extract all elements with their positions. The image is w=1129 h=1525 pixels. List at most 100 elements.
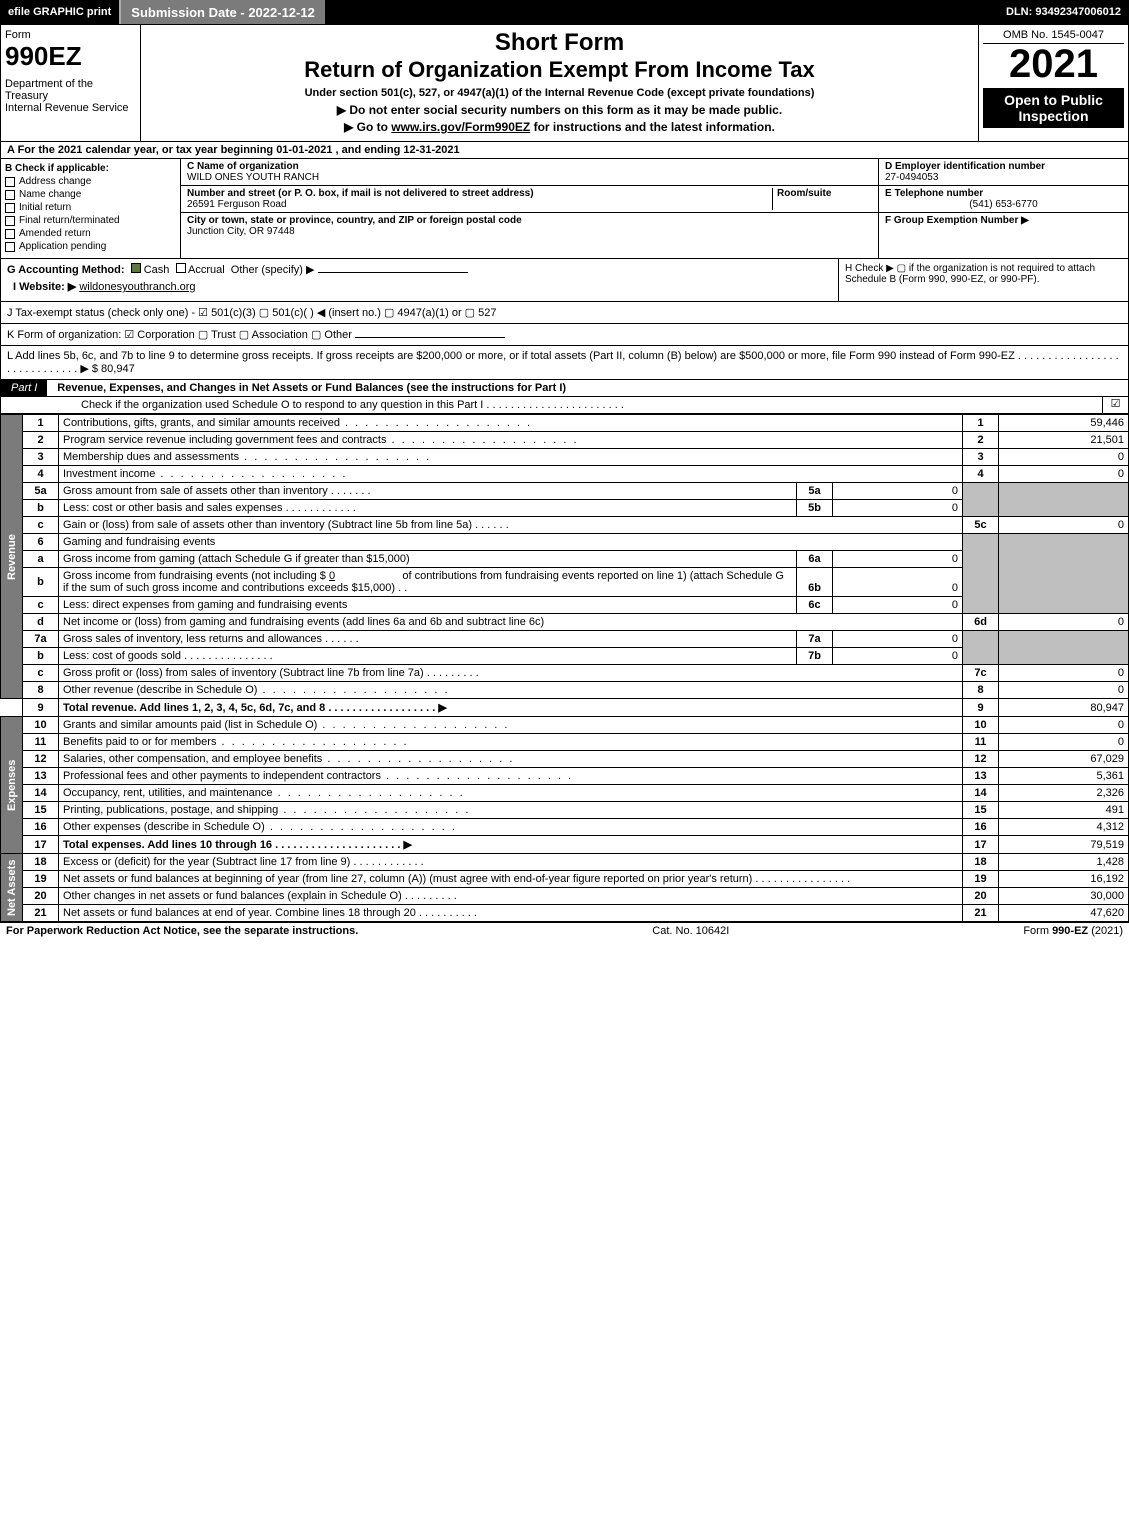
l16-num: 16	[23, 819, 59, 836]
l6b-desc1: Gross income from fundraising events (no…	[63, 570, 326, 582]
l6-num: 6	[23, 534, 59, 551]
section-bcdef: B Check if applicable: Address change Na…	[0, 159, 1129, 259]
line-17: 17 Total expenses. Add lines 10 through …	[1, 836, 1129, 854]
l3-rn: 3	[963, 449, 999, 466]
opt-name-change: Name change	[19, 189, 81, 200]
opt-application-pending: Application pending	[19, 241, 106, 252]
website-link[interactable]: wildonesyouthranch.org	[79, 281, 195, 293]
l4-rn: 4	[963, 466, 999, 483]
irs-link[interactable]: www.irs.gov/Form990EZ	[391, 120, 530, 134]
form-subtitle: Under section 501(c), 527, or 4947(a)(1)…	[145, 87, 974, 99]
l6c-num: c	[23, 597, 59, 614]
line-13: 13 Professional fees and other payments …	[1, 768, 1129, 785]
l11-desc: Benefits paid to or for members	[63, 736, 216, 748]
l6d-val: 0	[999, 614, 1129, 631]
line-20: 20 Other changes in net assets or fund b…	[1, 888, 1129, 905]
part-i-checkbox[interactable]: ☑	[1102, 397, 1128, 413]
l1-val: 59,446	[999, 415, 1129, 432]
l10-desc: Grants and similar amounts paid (list in…	[63, 719, 317, 731]
dln: DLN: 93492347006012	[998, 0, 1129, 24]
header-right: OMB No. 1545-0047 2021 Open to Public In…	[978, 25, 1128, 141]
l14-desc: Occupancy, rent, utilities, and maintena…	[63, 787, 273, 799]
tax-year: 2021	[983, 44, 1124, 84]
l9-desc: Total revenue. Add lines 1, 2, 3, 4, 5c,…	[63, 702, 447, 714]
line-6a: a Gross income from gaming (attach Sched…	[1, 551, 1129, 568]
l17-desc: Total expenses. Add lines 10 through 16 …	[63, 839, 412, 851]
l6c-desc: Less: direct expenses from gaming and fu…	[59, 597, 797, 614]
line-18: Net Assets 18 Excess or (deficit) for th…	[1, 854, 1129, 871]
phone: (541) 653-6770	[885, 199, 1122, 210]
l10-num: 10	[23, 717, 59, 734]
line-11: 11 Benefits paid to or for members 11 0	[1, 734, 1129, 751]
part-i-check-row: Check if the organization used Schedule …	[0, 397, 1129, 414]
l7c-num: c	[23, 665, 59, 682]
l12-val: 67,029	[999, 751, 1129, 768]
header-center: Short Form Return of Organization Exempt…	[141, 25, 978, 141]
d-label: D Employer identification number	[885, 161, 1122, 172]
line-h: H Check ▶ ▢ if the organization is not r…	[838, 259, 1128, 301]
l6a-sn: 6a	[797, 551, 833, 568]
i-label: I Website: ▶	[13, 281, 76, 293]
l6d-rn: 6d	[963, 614, 999, 631]
l14-val: 2,326	[999, 785, 1129, 802]
form-title: Return of Organization Exempt From Incom…	[145, 57, 974, 83]
l4-num: 4	[23, 466, 59, 483]
l14-rn: 14	[963, 785, 999, 802]
l1-desc: Contributions, gifts, grants, and simila…	[63, 417, 340, 429]
opt-address-change: Address change	[19, 176, 91, 187]
l3-val: 0	[999, 449, 1129, 466]
l18-rn: 18	[963, 854, 999, 871]
section-def: D Employer identification number 27-0494…	[878, 159, 1128, 258]
l15-rn: 15	[963, 802, 999, 819]
l7c-rn: 7c	[963, 665, 999, 682]
l12-rn: 12	[963, 751, 999, 768]
l2-val: 21,501	[999, 432, 1129, 449]
l4-val: 0	[999, 466, 1129, 483]
topbar: efile GRAPHIC print Submission Date - 20…	[0, 0, 1129, 24]
l21-rn: 21	[963, 905, 999, 922]
l17-rn: 17	[963, 836, 999, 854]
line-k: K Form of organization: ☑ Corporation ▢ …	[0, 324, 1129, 346]
l6b-sn: 6b	[797, 568, 833, 597]
opt-accrual: Accrual	[188, 264, 225, 276]
chk-accrual[interactable]	[176, 263, 186, 273]
l2-rn: 2	[963, 432, 999, 449]
line-6b: b Gross income from fundraising events (…	[1, 568, 1129, 597]
l5c-num: c	[23, 517, 59, 534]
chk-name-change[interactable]	[5, 190, 15, 200]
chk-amended-return[interactable]	[5, 229, 15, 239]
l4-desc: Investment income	[63, 468, 155, 480]
part-i-header: Part I Revenue, Expenses, and Changes in…	[0, 380, 1129, 397]
ein: 27-0494053	[885, 172, 1122, 183]
chk-final-return[interactable]	[5, 216, 15, 226]
chk-initial-return[interactable]	[5, 203, 15, 213]
l11-num: 11	[23, 734, 59, 751]
line-8: 8 Other revenue (describe in Schedule O)…	[1, 682, 1129, 699]
l6b-num: b	[23, 568, 59, 597]
l18-val: 1,428	[999, 854, 1129, 871]
chk-cash[interactable]	[131, 263, 141, 273]
lines-table: Revenue 1 Contributions, gifts, grants, …	[0, 414, 1129, 922]
line-16: 16 Other expenses (describe in Schedule …	[1, 819, 1129, 836]
line-10: Expenses 10 Grants and similar amounts p…	[1, 717, 1129, 734]
l6b-sv: 0	[833, 568, 963, 597]
l5c-val: 0	[999, 517, 1129, 534]
line-5a: 5a Gross amount from sale of assets othe…	[1, 483, 1129, 500]
efile-print: efile GRAPHIC print	[0, 0, 121, 24]
line-3: 3 Membership dues and assessments 3 0	[1, 449, 1129, 466]
instr-2: ▶ Go to www.irs.gov/Form990EZ for instru…	[145, 120, 974, 134]
l7b-num: b	[23, 648, 59, 665]
l6c-sn: 6c	[797, 597, 833, 614]
e-label: E Telephone number	[885, 188, 1122, 199]
header-left: Form 990EZ Department of the Treasury In…	[1, 25, 141, 141]
l3-num: 3	[23, 449, 59, 466]
l20-num: 20	[23, 888, 59, 905]
l1-num: 1	[23, 415, 59, 432]
chk-address-change[interactable]	[5, 177, 15, 187]
part-i-title: Revenue, Expenses, and Changes in Net As…	[55, 380, 1128, 396]
chk-application-pending[interactable]	[5, 242, 15, 252]
l6a-sv: 0	[833, 551, 963, 568]
l7c-val: 0	[999, 665, 1129, 682]
l12-desc: Salaries, other compensation, and employ…	[63, 753, 322, 765]
expenses-label: Expenses	[1, 717, 23, 854]
